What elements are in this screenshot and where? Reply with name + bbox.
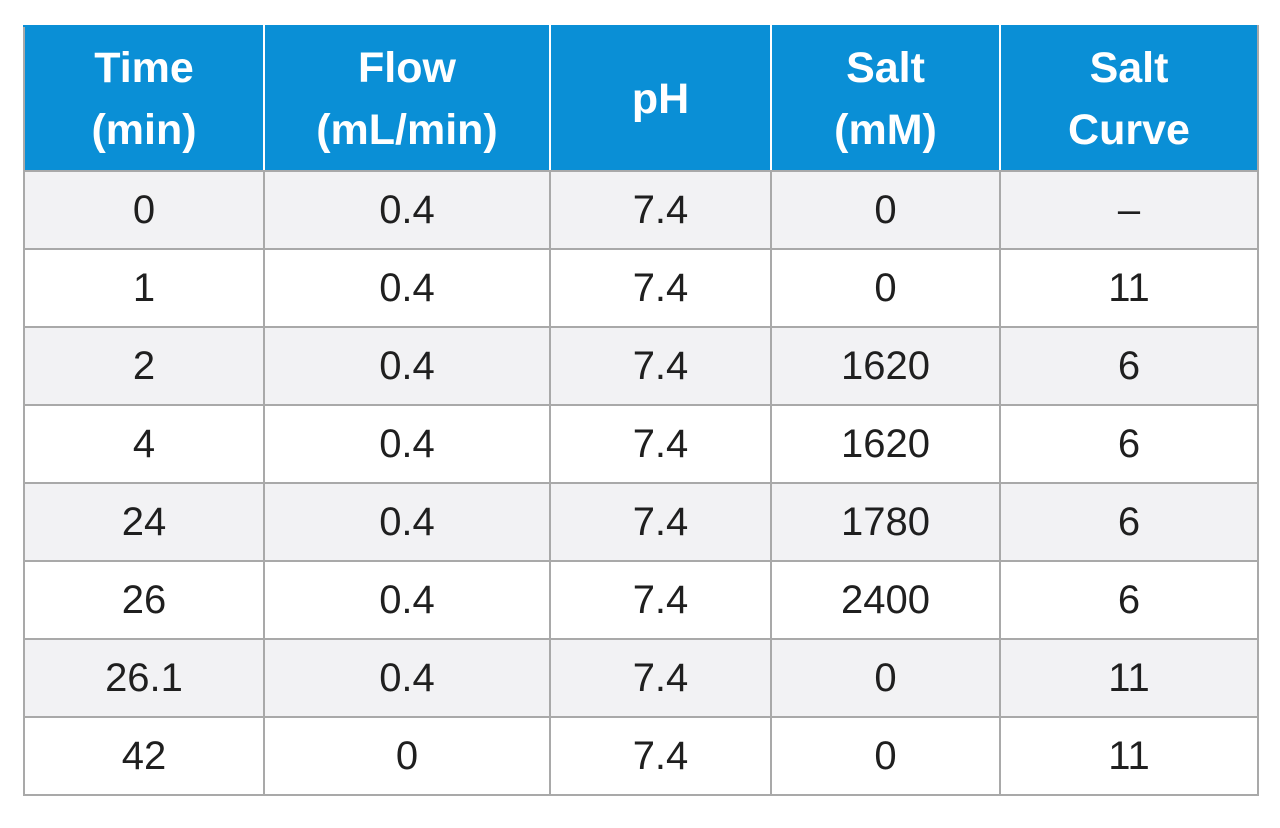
column-header-ph: pH [549, 25, 772, 172]
cell-salt-curve: 11 [999, 716, 1259, 796]
cell-salt-curve: – [999, 170, 1259, 250]
cell-ph: 7.4 [549, 326, 772, 406]
header-line: Curve [1068, 105, 1190, 154]
cell-salt: 1620 [770, 404, 1001, 484]
table-body: 0 0.4 7.4 0 – 1 0.4 7.4 0 11 2 0.4 7.4 1… [23, 170, 1259, 796]
header-row: Time (min) Flow (mL/min) pH Salt (mM) Sa… [23, 25, 1259, 172]
header-line: Salt [1089, 43, 1169, 92]
cell-ph: 7.4 [549, 716, 772, 796]
header-line: pH [631, 74, 690, 123]
header-line: (mM) [834, 105, 937, 154]
cell-salt: 0 [770, 248, 1001, 328]
table-row: 24 0.4 7.4 1780 6 [23, 482, 1259, 562]
cell-salt-curve: 6 [999, 404, 1259, 484]
cell-time: 2 [23, 326, 265, 406]
table-row: 26 0.4 7.4 2400 6 [23, 560, 1259, 640]
cell-salt-curve: 6 [999, 482, 1259, 562]
cell-time: 1 [23, 248, 265, 328]
cell-ph: 7.4 [549, 560, 772, 640]
cell-flow: 0.4 [263, 326, 551, 406]
cell-time: 42 [23, 716, 265, 796]
cell-ph: 7.4 [549, 248, 772, 328]
gradient-table-container: Time (min) Flow (mL/min) pH Salt (mM) Sa… [23, 25, 1259, 796]
table-row: 4 0.4 7.4 1620 6 [23, 404, 1259, 484]
column-header-salt: Salt (mM) [770, 25, 1001, 172]
table-row: 2 0.4 7.4 1620 6 [23, 326, 1259, 406]
column-header-salt-curve: Salt Curve [999, 25, 1259, 172]
cell-ph: 7.4 [549, 404, 772, 484]
cell-ph: 7.4 [549, 170, 772, 250]
cell-time: 0 [23, 170, 265, 250]
cell-flow: 0.4 [263, 248, 551, 328]
cell-salt: 0 [770, 170, 1001, 250]
cell-time: 24 [23, 482, 265, 562]
column-header-flow: Flow (mL/min) [263, 25, 551, 172]
cell-salt-curve: 6 [999, 560, 1259, 640]
table-header: Time (min) Flow (mL/min) pH Salt (mM) Sa… [23, 25, 1259, 172]
cell-salt: 0 [770, 638, 1001, 718]
cell-salt: 1620 [770, 326, 1001, 406]
table-row: 26.1 0.4 7.4 0 11 [23, 638, 1259, 718]
cell-flow: 0.4 [263, 560, 551, 640]
column-header-time: Time (min) [23, 25, 265, 172]
header-line: Time [94, 43, 194, 92]
cell-salt-curve: 6 [999, 326, 1259, 406]
cell-time: 26.1 [23, 638, 265, 718]
cell-salt-curve: 11 [999, 638, 1259, 718]
cell-flow: 0.4 [263, 170, 551, 250]
gradient-table: Time (min) Flow (mL/min) pH Salt (mM) Sa… [23, 25, 1259, 796]
cell-flow: 0 [263, 716, 551, 796]
header-line: Flow [358, 43, 456, 92]
cell-salt: 2400 [770, 560, 1001, 640]
table-row: 0 0.4 7.4 0 – [23, 170, 1259, 250]
cell-flow: 0.4 [263, 482, 551, 562]
cell-ph: 7.4 [549, 638, 772, 718]
cell-time: 4 [23, 404, 265, 484]
cell-flow: 0.4 [263, 404, 551, 484]
header-line: Salt [846, 43, 925, 92]
table-row: 42 0 7.4 0 11 [23, 716, 1259, 796]
cell-salt: 1780 [770, 482, 1001, 562]
cell-salt-curve: 11 [999, 248, 1259, 328]
header-line: (min) [91, 105, 197, 154]
cell-ph: 7.4 [549, 482, 772, 562]
header-line: (mL/min) [316, 105, 498, 154]
cell-time: 26 [23, 560, 265, 640]
table-row: 1 0.4 7.4 0 11 [23, 248, 1259, 328]
cell-salt: 0 [770, 716, 1001, 796]
cell-flow: 0.4 [263, 638, 551, 718]
